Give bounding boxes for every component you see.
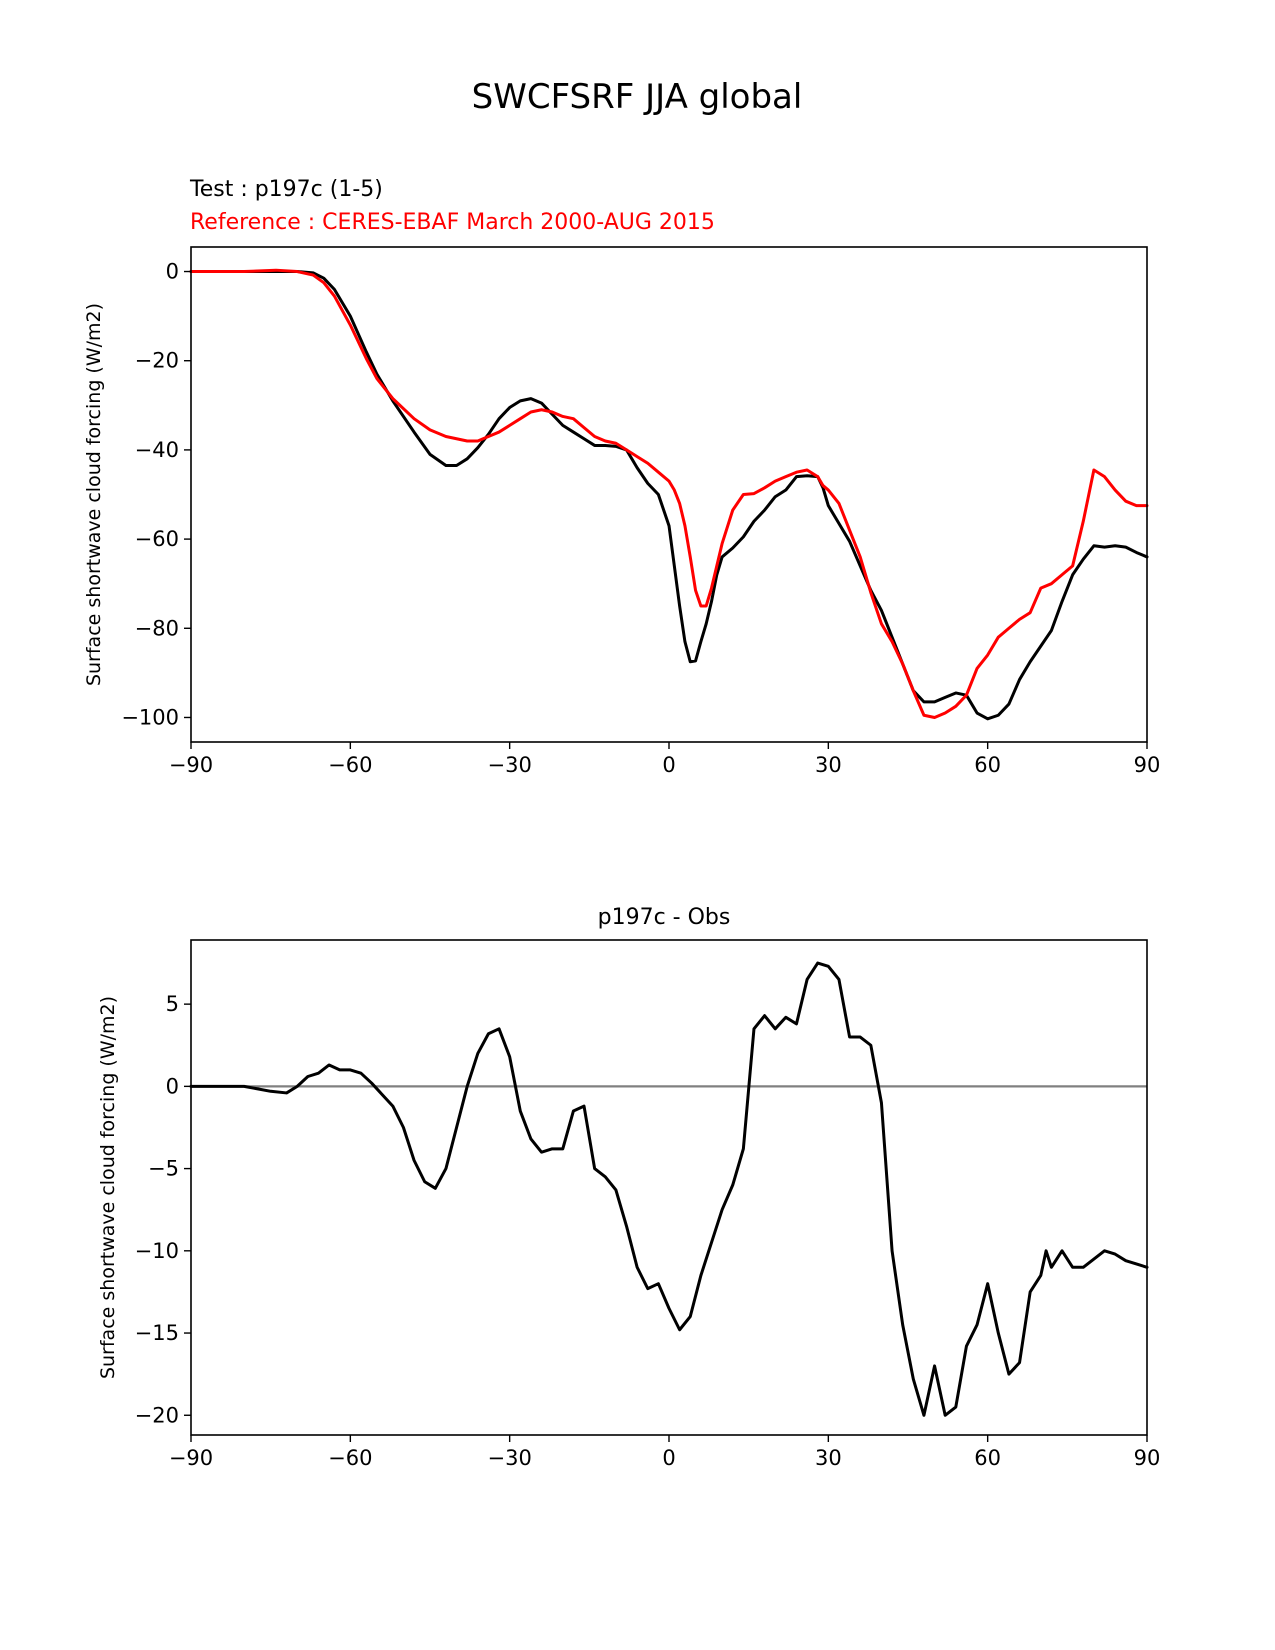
x-tick-label: −30 bbox=[488, 753, 532, 777]
series-line-1-0 bbox=[189, 961, 1149, 1417]
y-tick-label: −100 bbox=[121, 705, 179, 729]
test-label: Test : p197c (1-5) bbox=[189, 177, 383, 202]
x-tick-label: −60 bbox=[328, 753, 372, 777]
bottom-plot-area: −90 −60 −30 0 30 60 90 5 0 −5 −10 −15 −20 Surface sho… bbox=[97, 939, 1161, 1470]
y-tick-label: −15 bbox=[135, 1321, 179, 1345]
x-tick-label: 0 bbox=[662, 753, 675, 777]
y-tick-label: −5 bbox=[148, 1157, 179, 1181]
figure-title: SWCFSRF JJA global bbox=[472, 77, 803, 117]
bottom-panel: p197c - Obs −90 −60 −30 0 30 60 90 5 0 −5 −10 −15 −2… bbox=[97, 905, 1160, 1470]
y-tick-label: −40 bbox=[135, 438, 179, 462]
x-tick-label: 30 bbox=[815, 753, 842, 777]
y-tick-label: −60 bbox=[135, 527, 179, 551]
y-axis-label: Surface shortwave cloud forcing (W/m2) bbox=[97, 996, 119, 1379]
x-tick-label: −60 bbox=[328, 1446, 372, 1470]
x-tick-label: 60 bbox=[974, 753, 1001, 777]
y-tick-label: 0 bbox=[166, 1074, 179, 1098]
x-tick-label: 0 bbox=[662, 1446, 675, 1470]
reference-label: Reference : CERES-EBAF March 2000-AUG 20… bbox=[190, 210, 715, 235]
x-tick-label: 90 bbox=[1134, 753, 1161, 777]
series-line-0-0 bbox=[189, 270, 1149, 721]
x-tick-label: 90 bbox=[1134, 1446, 1161, 1470]
x-tick-label: 30 bbox=[815, 1446, 842, 1470]
x-tick-label: −90 bbox=[169, 753, 213, 777]
y-axis-label: Surface shortwave cloud forcing (W/m2) bbox=[83, 303, 105, 686]
plot-frame bbox=[190, 246, 1148, 743]
top-plot-area: −90 −60 −30 0 30 60 90 0 −20 −40 −60 −80 −100 Surface… bbox=[83, 246, 1161, 777]
plot-frame bbox=[190, 939, 1148, 1436]
y-tick-label: 0 bbox=[166, 260, 179, 284]
y-tick-label: 5 bbox=[166, 992, 179, 1016]
bottom-panel-title: p197c - Obs bbox=[598, 905, 731, 930]
x-tick-label: −90 bbox=[169, 1446, 213, 1470]
x-tick-label: 60 bbox=[974, 1446, 1001, 1470]
series-line-0-1 bbox=[189, 268, 1149, 719]
y-tick-label: −80 bbox=[135, 616, 179, 640]
y-tick-label: −20 bbox=[135, 1403, 179, 1427]
top-panel: Test : p197c (1-5) Reference : CERES-EBA… bbox=[83, 177, 1160, 777]
x-tick-label: −30 bbox=[488, 1446, 532, 1470]
y-tick-label: −10 bbox=[135, 1239, 179, 1263]
y-tick-label: −20 bbox=[135, 349, 179, 373]
